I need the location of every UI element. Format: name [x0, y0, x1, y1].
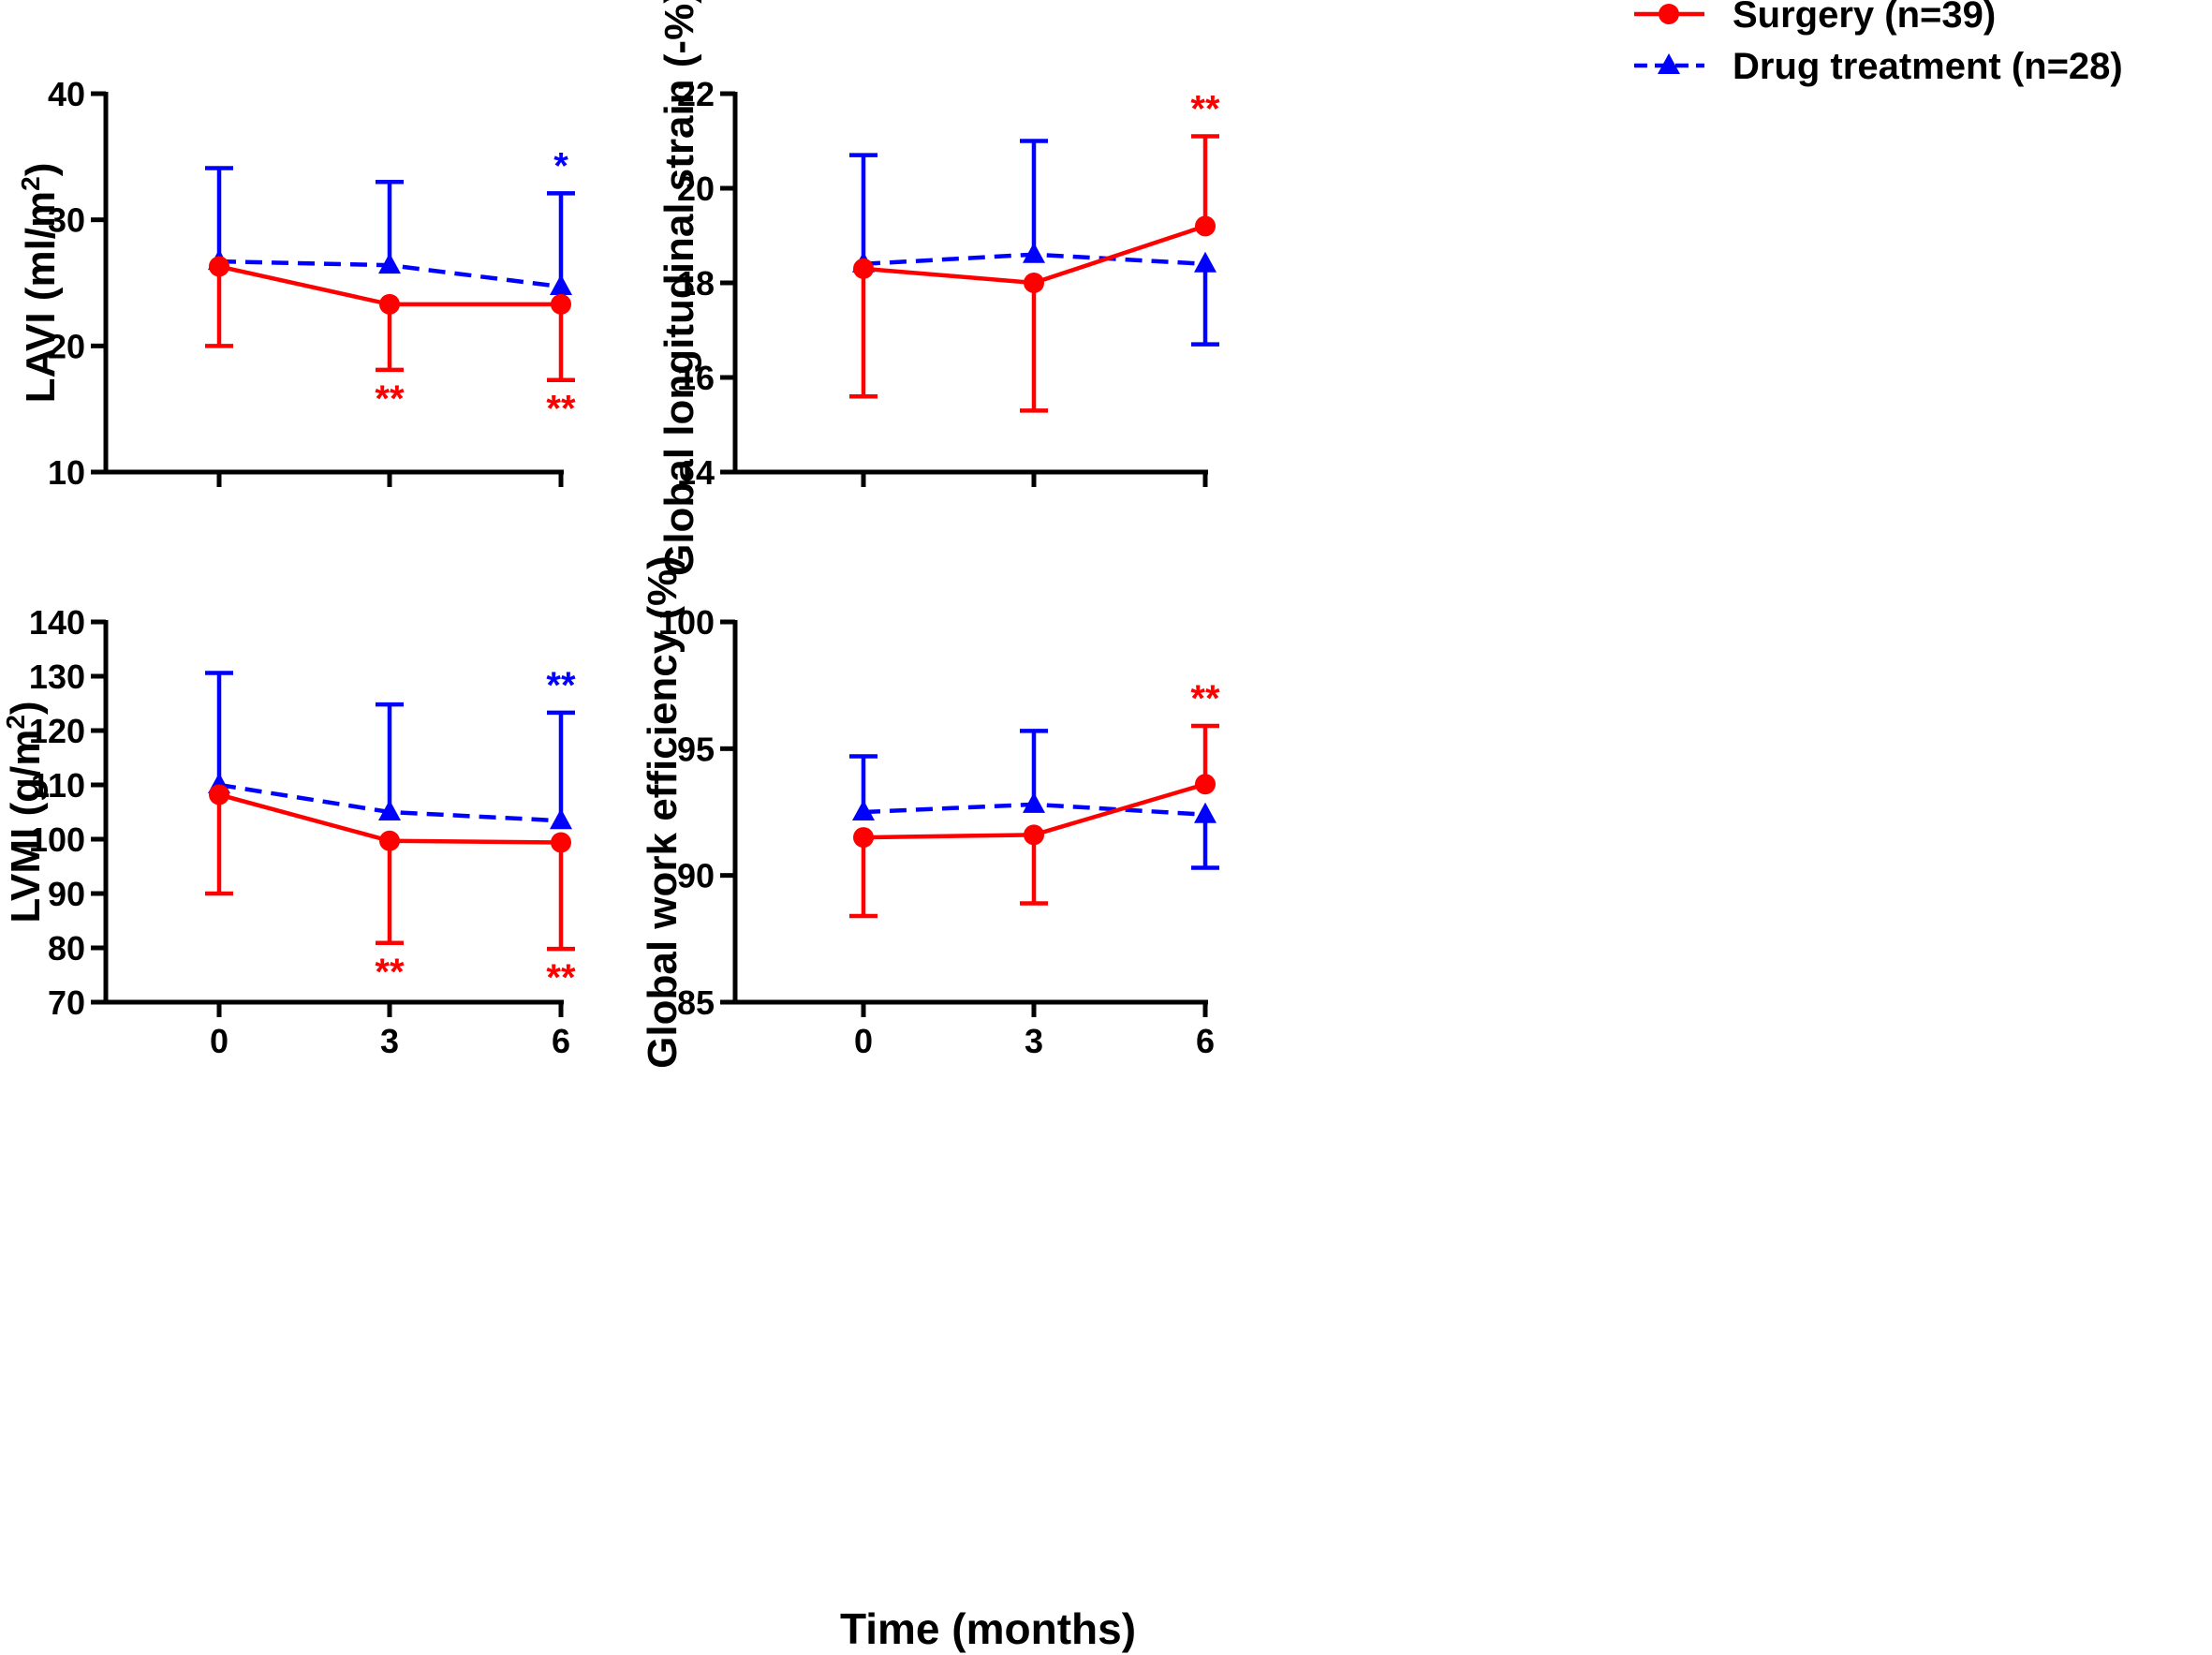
- series-surgery: ** **: [205, 784, 576, 998]
- significance-marker: **: [546, 957, 576, 998]
- significance-marker: **: [375, 378, 405, 420]
- significance-marker: **: [1190, 678, 1220, 719]
- y-axis-title-superscript: 2: [1, 715, 30, 730]
- y-tick-label: 95: [677, 730, 715, 768]
- panel-4: 85 90 95 100 0 3 6 Global work efficiency (%) **: [640, 555, 1220, 1069]
- series-drug: **: [205, 665, 576, 830]
- data-point: [551, 832, 571, 853]
- y-tick-label: 40: [48, 75, 85, 113]
- data-point: [378, 253, 401, 274]
- data-point: [1023, 791, 1045, 813]
- data-point: [379, 293, 400, 315]
- data-point: [209, 784, 229, 805]
- legend-label: Drug treatment (n=28): [1733, 46, 2123, 87]
- data-point: [550, 274, 572, 296]
- data-point: [1195, 215, 1216, 237]
- data-point: [550, 808, 572, 830]
- data-point: [852, 800, 875, 820]
- y-tick-label: 100: [658, 603, 715, 642]
- legend: Surgery (n=39) Drug treatment (n=28): [1634, 0, 2123, 87]
- y-axis-title: LVMI (g/m2): [1, 701, 49, 923]
- x-tick-label: 0: [210, 1022, 229, 1060]
- legend-marker: [1659, 4, 1679, 24]
- data-point: [1195, 774, 1216, 795]
- x-axis-title: Time (months): [840, 1604, 1136, 1653]
- y-tick-label: 18: [677, 264, 715, 303]
- y-axis-title-main: LAVI (ml/m: [18, 191, 64, 404]
- y-tick-label: 70: [48, 983, 85, 1022]
- data-point: [1024, 273, 1044, 293]
- y-tick-label: 120: [29, 712, 85, 750]
- data-point: [209, 256, 229, 277]
- series-drug: [849, 139, 1219, 347]
- legend-item-drug: Drug treatment (n=28): [1634, 46, 2123, 87]
- data-point: [1194, 802, 1217, 823]
- y-tick-label: 30: [48, 201, 85, 240]
- x-tick-label: 3: [380, 1022, 399, 1060]
- y-tick-label: 90: [48, 875, 85, 913]
- legend-item-surgery: Surgery (n=39): [1634, 0, 1996, 36]
- x-tick-label: 3: [1025, 1022, 1043, 1060]
- series-surgery: **: [849, 678, 1220, 919]
- y-tick-label: 20: [677, 170, 715, 208]
- y-axis-title-tail: ): [3, 701, 49, 715]
- significance-marker: **: [546, 665, 576, 706]
- y-axis-title-main: Global work efficiency (%): [640, 555, 686, 1069]
- y-axis-title-main: LVMI (g/m: [3, 730, 49, 924]
- y-tick-label: 80: [48, 929, 85, 968]
- data-point: [853, 827, 874, 849]
- y-tick-label: 130: [29, 658, 85, 696]
- y-axis-title: LAVI (ml/m2): [16, 163, 64, 404]
- x-tick-label: 6: [552, 1022, 570, 1060]
- significance-marker: **: [1190, 88, 1220, 129]
- data-point: [853, 258, 874, 279]
- y-tick-label: 90: [677, 857, 715, 895]
- significance-marker: **: [546, 389, 576, 430]
- significance-marker: *: [553, 145, 568, 186]
- y-tick-label: 140: [29, 603, 85, 642]
- data-point: [1024, 824, 1044, 846]
- data-point: [551, 293, 571, 315]
- significance-marker: **: [375, 952, 405, 993]
- legend-label: Surgery (n=39): [1733, 0, 1996, 36]
- series-surgery: **: [849, 88, 1220, 413]
- y-axis-title: Global work efficiency (%): [640, 555, 686, 1069]
- data-point: [378, 800, 401, 820]
- y-tick-label: 110: [31, 766, 85, 805]
- x-tick-label: 0: [854, 1022, 873, 1060]
- y-tick-label: 14: [677, 453, 715, 492]
- y-tick-label: 100: [29, 820, 85, 859]
- y-axis-title: Global longitudinal strain (-%): [656, 0, 702, 576]
- data-point: [379, 830, 400, 851]
- y-tick-label: 20: [48, 327, 85, 365]
- series-drug: *: [205, 145, 575, 296]
- y-axis-title-superscript: 2: [16, 176, 45, 191]
- series-drug: [849, 729, 1219, 870]
- legend-marker: [1658, 53, 1680, 74]
- data-point: [1194, 251, 1217, 273]
- y-tick-label: 22: [677, 75, 715, 113]
- series-surgery: ** **: [205, 256, 576, 430]
- data-point: [1023, 242, 1045, 263]
- y-axis-title-main: Global longitudinal strain (-%): [656, 0, 702, 576]
- x-tick-label: 6: [1196, 1022, 1215, 1060]
- y-axis-title-tail: ): [18, 163, 64, 177]
- y-tick-label: 10: [48, 453, 85, 492]
- y-tick-label: 85: [677, 983, 715, 1022]
- y-tick-label: 16: [677, 359, 715, 397]
